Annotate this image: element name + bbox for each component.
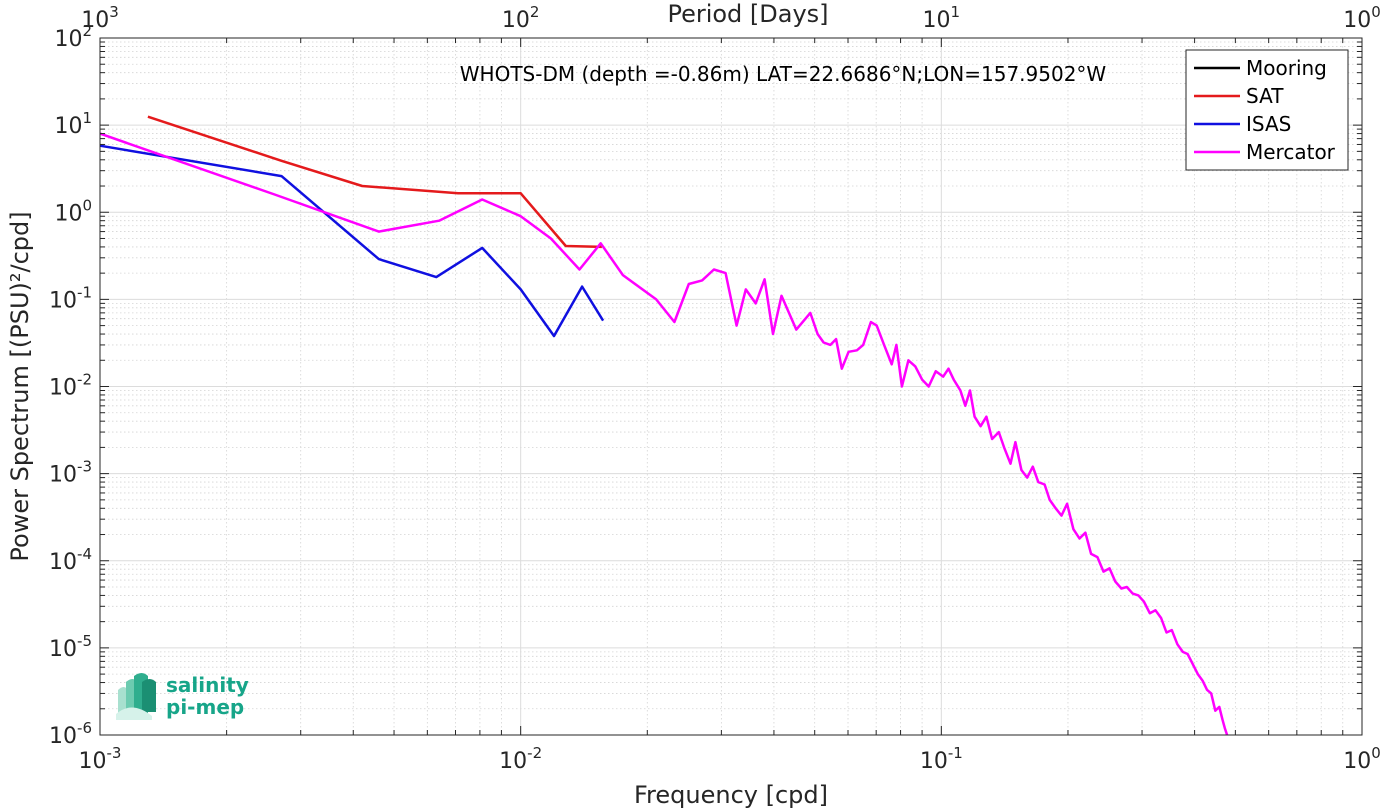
logo-line1: salinity xyxy=(166,673,249,697)
x-tick-label: 10-1 xyxy=(920,744,963,774)
legend-label-isas: ISAS xyxy=(1246,112,1291,136)
y-tick-label: 101 xyxy=(54,109,92,139)
top-tick-label: 102 xyxy=(502,3,540,33)
series-line-isas xyxy=(99,144,605,338)
top-tick-label: 101 xyxy=(923,3,961,33)
series-layer xyxy=(99,115,1229,736)
legend: Mooring SAT ISAS Mercator xyxy=(1185,49,1349,171)
top-tick-label: 103 xyxy=(81,3,119,33)
logo-line2: pi-mep xyxy=(166,695,244,719)
series-line-sat xyxy=(147,115,602,249)
x-tick-label: 100 xyxy=(1343,744,1381,774)
y-tick-label: 100 xyxy=(54,196,92,226)
y-tick-label: 10-2 xyxy=(49,371,92,401)
logo-mark-icon xyxy=(116,673,156,720)
y-tick-label: 10-3 xyxy=(49,458,92,488)
tick-marks xyxy=(99,38,1362,736)
y-tick-label: 10-4 xyxy=(49,545,92,575)
x-tick-label: 10-3 xyxy=(79,744,122,774)
y-tick-label: 102 xyxy=(54,22,92,52)
series-line-mercator xyxy=(99,132,1229,736)
x-tick-label: 10-2 xyxy=(499,744,542,774)
top-x-axis-label: Period [Days] xyxy=(667,0,828,28)
legend-label-mercator: Mercator xyxy=(1246,140,1336,164)
top-tick-label: 100 xyxy=(1343,3,1381,33)
legend-label-mooring: Mooring xyxy=(1246,56,1327,80)
y-axis-label: Power Spectrum [(PSU)²/cpd] xyxy=(6,211,34,561)
y-tick-label: 10-1 xyxy=(49,283,92,313)
y-tick-label: 10-6 xyxy=(49,719,92,749)
x-axis-label: Frequency [cpd] xyxy=(634,781,828,809)
legend-box xyxy=(1185,49,1349,171)
legend-label-sat: SAT xyxy=(1246,84,1284,108)
chart-title: WHOTS-DM (depth =-0.86m) LAT=22.6686°N;L… xyxy=(460,62,1107,86)
y-tick-label: 10-5 xyxy=(49,632,92,662)
salinity-pimep-logo: salinity pi-mep xyxy=(116,673,249,720)
